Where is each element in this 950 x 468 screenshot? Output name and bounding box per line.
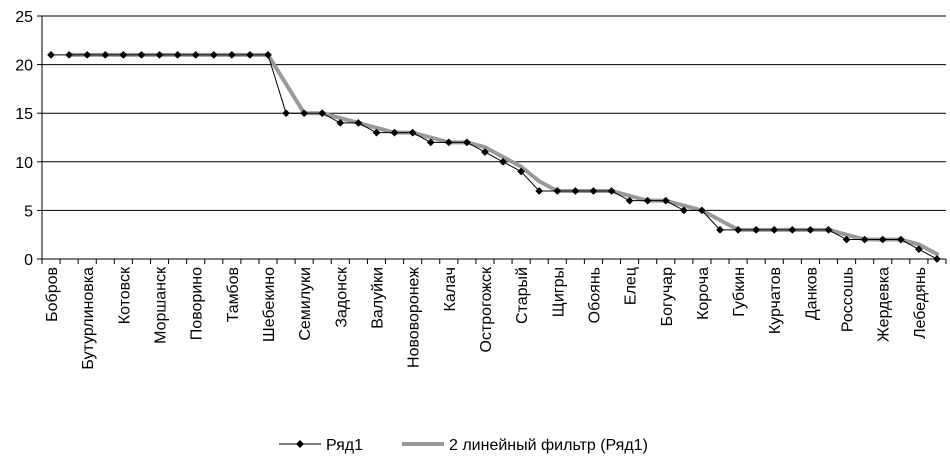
data-point-marker	[282, 109, 291, 118]
x-tick-label: Шебекино	[261, 267, 278, 342]
series-moving-average-line	[67, 52, 939, 257]
data-point-marker	[481, 148, 489, 157]
y-tick-label: 20	[15, 58, 33, 75]
x-tick-label: Губкин	[731, 267, 748, 317]
data-point-marker	[227, 50, 236, 59]
data-point-marker	[354, 118, 363, 127]
y-tick-label: 0	[24, 252, 33, 269]
data-point-marker	[914, 245, 923, 254]
x-tick-label: Поворино	[189, 267, 206, 340]
data-point-marker	[191, 50, 200, 59]
legend-series1-marker	[296, 440, 304, 448]
x-tick-label: Лебедянь	[912, 267, 929, 339]
x-tick-label: Семилуки	[297, 267, 314, 341]
x-tick-label: Моршанск	[153, 266, 170, 344]
x-tick-label: Россошь	[840, 267, 857, 332]
x-tick-label: Нововоронеж	[406, 267, 423, 368]
data-point-marker	[462, 138, 471, 147]
data-point-marker	[499, 157, 507, 166]
data-point-marker	[896, 235, 905, 244]
y-tick-label: 15	[15, 106, 33, 123]
x-tick-label: Острогожск	[478, 266, 495, 352]
y-tick-label: 25	[15, 9, 33, 26]
x-tick-label: Короча	[695, 267, 712, 320]
data-point-marker	[553, 187, 562, 195]
data-point-marker	[517, 167, 526, 176]
data-point-marker	[661, 196, 670, 205]
x-tick-label: Данков	[803, 267, 820, 320]
x-tick-label: Валуйки	[369, 267, 386, 329]
x-tick-label: Старый	[514, 267, 531, 324]
legend-series1-label: Ряд1	[326, 437, 363, 454]
x-tick-label: Обоянь	[586, 267, 603, 323]
data-point-marker	[101, 50, 110, 59]
data-point-marker	[643, 196, 652, 205]
data-point-marker	[679, 206, 688, 215]
x-tick-label: Тамбов	[225, 267, 242, 322]
data-point-marker	[589, 187, 598, 195]
data-point-marker	[842, 235, 851, 244]
data-point-marker	[933, 255, 941, 263]
y-tick-label: 10	[15, 155, 33, 172]
x-tick-label: Калач	[442, 267, 459, 311]
data-point-marker	[860, 235, 869, 244]
data-point-marker	[209, 50, 218, 59]
data-point-marker	[65, 50, 74, 59]
x-tick-label: Елец	[623, 267, 640, 305]
data-point-marker	[734, 225, 743, 234]
x-tick-labels: Бобров Бутурлиновка Котовск Моршанск Поворин…	[44, 266, 929, 370]
legend-series2-label: 2 линейный фильтр (Ряд1)	[449, 437, 648, 454]
data-point-marker	[119, 50, 128, 59]
data-point-marker	[264, 50, 272, 59]
data-point-marker	[824, 225, 833, 234]
x-tick-label: Котовск	[116, 266, 133, 324]
data-point-marker	[697, 206, 706, 215]
data-point-marker	[300, 109, 309, 118]
data-point-marker	[155, 50, 164, 59]
data-point-marker	[173, 50, 182, 59]
data-point-marker	[716, 225, 724, 234]
data-point-marker	[607, 187, 616, 195]
data-point-marker	[408, 128, 417, 137]
x-tick-label: Жердевка	[876, 267, 893, 342]
x-tick-label: Задонск	[333, 266, 350, 328]
x-tick-label: Щигры	[550, 267, 567, 317]
data-point-marker	[426, 138, 435, 147]
x-tick-label: Курчатов	[767, 267, 784, 334]
data-point-marker	[752, 225, 761, 234]
data-point-marker	[336, 118, 345, 127]
data-point-marker	[571, 187, 580, 195]
data-point-marker	[788, 225, 797, 234]
series	[47, 50, 941, 263]
x-tick-label: Бобров	[44, 267, 61, 322]
data-point-marker	[770, 225, 779, 234]
x-tick-label: Бутурлиновка	[80, 267, 97, 370]
data-point-marker	[444, 138, 453, 147]
y-tick-label: 5	[24, 203, 33, 220]
x-tick-label: Богучар	[659, 267, 676, 326]
data-point-marker	[318, 109, 327, 118]
data-point-marker	[806, 225, 815, 234]
data-point-marker	[535, 187, 544, 195]
grid-lines	[42, 15, 946, 211]
data-point-marker	[625, 196, 634, 205]
data-point-marker	[372, 128, 381, 137]
data-point-marker	[390, 128, 399, 137]
data-point-marker	[245, 50, 254, 59]
data-point-marker	[47, 50, 55, 59]
data-point-marker	[137, 50, 146, 59]
axes	[37, 15, 947, 264]
data-point-marker	[83, 50, 92, 59]
data-point-marker	[878, 235, 887, 244]
y-tick-labels: 0 5 10 15 20 25	[15, 9, 33, 269]
legend: Ряд1 2 линейный фильтр (Ряд1)	[279, 437, 648, 454]
